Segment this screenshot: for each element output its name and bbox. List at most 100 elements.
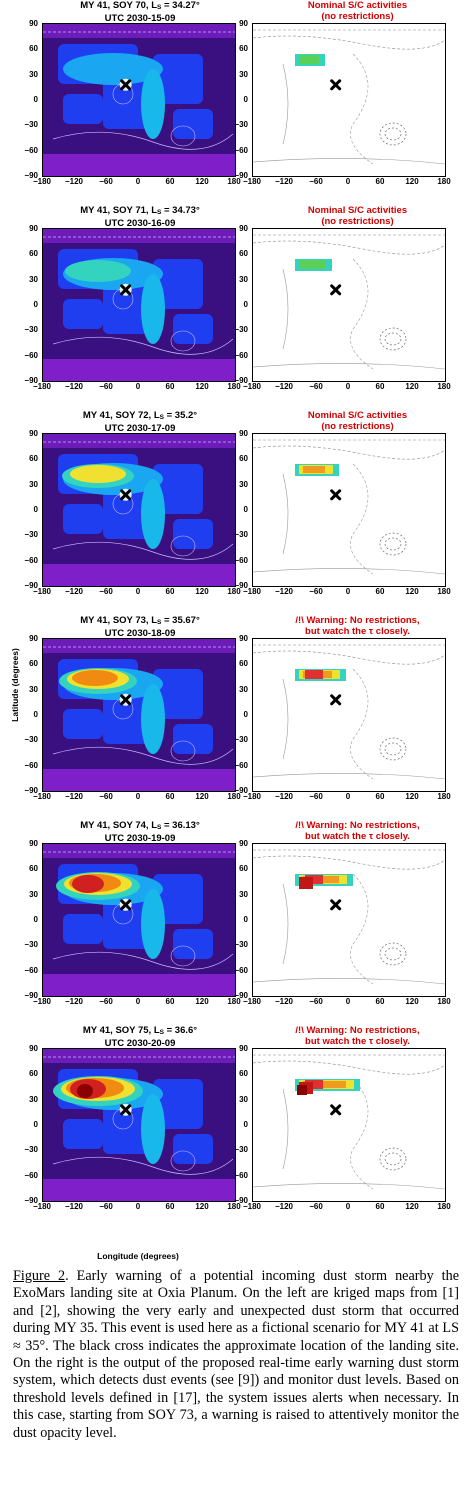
figure-row: MY 41, SOY 72, LS = 35.2° UTC 2030-17-09… <box>0 410 472 610</box>
x-tick-label: −60 <box>309 792 323 801</box>
x-tick-label: −180 <box>32 177 52 186</box>
utc-label: UTC 2030-17-09 <box>104 423 176 434</box>
x-tick-label: −60 <box>99 587 113 596</box>
x-tick-label: 120 <box>405 997 419 1006</box>
y-tick-label: 0 <box>243 300 248 309</box>
caption-text: . Early warning of a potential incoming … <box>13 1268 459 1441</box>
y-tick-label: −60 <box>24 555 38 565</box>
y-tick-label: −60 <box>234 350 248 360</box>
x-tick-label: −60 <box>99 1202 113 1211</box>
x-tick-label: 180 <box>437 382 451 391</box>
y-tick-label: −30 <box>234 940 248 950</box>
x-tick-label: −120 <box>64 587 84 596</box>
x-tick-label: 60 <box>165 177 175 186</box>
x-tick-label: 180 <box>437 1202 451 1211</box>
x-tick-label: 180 <box>227 382 241 391</box>
warning-system-map <box>252 23 446 177</box>
figure-row: MY 41, SOY 74, LS = 36.13° UTC 2030-19-0… <box>0 820 472 1020</box>
y-tick-label: −30 <box>234 325 248 335</box>
alert-map-svg <box>253 29 445 165</box>
y-tick-label: 0 <box>33 710 38 719</box>
kriged-dust-map <box>42 638 236 792</box>
figure-row: MY 41, SOY 70, LS = 34.27° UTC 2030-15-0… <box>0 0 472 200</box>
alert-status-title: /!\ Warning: No restrictions, but watch … <box>295 615 420 637</box>
dust-map-svg <box>43 229 235 381</box>
y-tick-label: −60 <box>234 1170 248 1180</box>
x-tick-label: −120 <box>274 1202 294 1211</box>
figure-row: MY 41, SOY 73, LS = 35.67° UTC 2030-18-0… <box>0 615 472 815</box>
y-tick-label: −60 <box>234 965 248 975</box>
alert-status-title: Nominal S/C activities (no restrictions) <box>307 0 408 22</box>
y-tick-label: −60 <box>24 760 38 770</box>
x-tick-label: 0 <box>135 382 141 391</box>
x-tick-label: 180 <box>227 997 241 1006</box>
alert-status-title: /!\ Warning: No restrictions, but watch … <box>295 1025 420 1047</box>
y-tick-label: 90 <box>29 634 38 643</box>
x-tick-label: 120 <box>195 792 209 801</box>
y-tick-label: 60 <box>239 659 248 669</box>
y-tick-label: −90 <box>24 171 38 180</box>
x-tick-label: −60 <box>99 792 113 801</box>
y-tick-label: 90 <box>239 224 248 233</box>
left-panel-title: MY 41, SOY 70, LS = 34.27° UTC 2030-15-0… <box>80 0 200 24</box>
x-tick-label: 180 <box>227 792 241 801</box>
y-tick-label: 90 <box>239 634 248 643</box>
alert-map-svg <box>253 439 445 575</box>
utc-label: UTC 2030-16-09 <box>104 218 176 229</box>
warning-system-map <box>252 638 446 792</box>
x-tick-label: −180 <box>242 1202 262 1211</box>
y-tick-label: 0 <box>33 1120 38 1129</box>
y-tick-label: −30 <box>234 1145 248 1155</box>
x-tick-label: −180 <box>32 1202 52 1211</box>
y-tick-label: 60 <box>29 249 38 259</box>
y-tick-label: 30 <box>29 684 38 694</box>
y-tick-label: −60 <box>24 350 38 360</box>
x-tick-label: 60 <box>375 382 385 391</box>
left-panel-title: MY 41, SOY 71, LS = 34.73° UTC 2030-16-0… <box>80 205 200 229</box>
y-tick-label: 30 <box>239 684 248 694</box>
x-tick-label: 120 <box>195 587 209 596</box>
y-tick-label: 60 <box>29 44 38 54</box>
x-tick-label: 60 <box>165 382 175 391</box>
left-panel-title: MY 41, SOY 74, LS = 36.13° UTC 2030-19-0… <box>80 820 200 844</box>
y-tick-label: −30 <box>24 1145 38 1155</box>
y-tick-label: −60 <box>234 760 248 770</box>
y-tick-label: −30 <box>24 120 38 130</box>
x-tick-label: 120 <box>405 792 419 801</box>
y-tick-label: 60 <box>239 249 248 259</box>
y-tick-label: 30 <box>239 274 248 284</box>
x-tick-label: 0 <box>135 587 141 596</box>
y-axis-label: Latitude (degrees) <box>10 648 20 722</box>
x-tick-label: 0 <box>345 792 351 801</box>
y-tick-label: 0 <box>33 95 38 104</box>
x-tick-label: 120 <box>405 382 419 391</box>
y-tick-label: 90 <box>239 839 248 848</box>
y-tick-label: 30 <box>29 69 38 79</box>
y-tick-label: −30 <box>24 530 38 540</box>
y-tick-label: −90 <box>24 786 38 795</box>
y-tick-label: 60 <box>29 1069 38 1079</box>
y-tick-label: 90 <box>239 1044 248 1053</box>
y-tick-label: −90 <box>24 581 38 590</box>
y-tick-label: 30 <box>29 1094 38 1104</box>
utc-label: UTC 2030-19-09 <box>104 833 176 844</box>
y-tick-label: 90 <box>29 19 38 28</box>
x-tick-label: 0 <box>345 997 351 1006</box>
x-tick-label: −180 <box>32 997 52 1006</box>
y-tick-label: 60 <box>29 659 38 669</box>
x-tick-label: 120 <box>405 587 419 596</box>
y-tick-label: 90 <box>29 1044 38 1053</box>
alert-status-title: Nominal S/C activities (no restrictions) <box>307 410 408 432</box>
x-tick-label: 0 <box>135 177 141 186</box>
x-tick-label: 180 <box>227 1202 241 1211</box>
kriged-dust-map <box>42 228 236 382</box>
x-tick-label: 60 <box>165 997 175 1006</box>
warning-system-map <box>252 228 446 382</box>
alert-status-title: /!\ Warning: No restrictions, but watch … <box>295 820 420 842</box>
x-tick-label: 0 <box>345 177 351 186</box>
y-tick-label: −90 <box>24 376 38 385</box>
y-tick-label: −60 <box>24 145 38 155</box>
y-tick-label: 90 <box>29 839 38 848</box>
y-tick-label: 90 <box>29 429 38 438</box>
x-tick-label: −60 <box>309 382 323 391</box>
